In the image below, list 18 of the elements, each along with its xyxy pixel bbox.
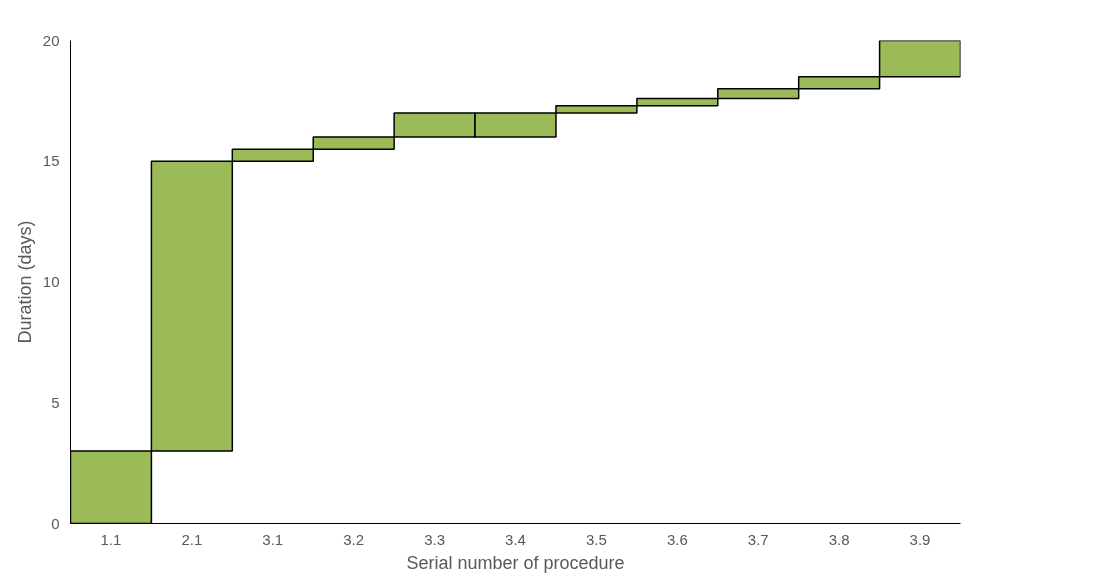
y-tick-label: 10 [42,273,60,290]
y-axis-title: Duration (days) [14,220,35,344]
x-axis-title: Serial number of procedure [406,552,625,573]
x-tick-label: 3.7 [747,530,769,548]
x-tick-label: 3.1 [262,530,284,548]
x-tick-label: 1.1 [100,530,122,548]
x-tick-label: 3.8 [828,530,850,548]
x-tick-label: 3.2 [343,530,365,548]
y-tick-label: 5 [51,393,60,411]
y-tick-label: 20 [42,31,60,49]
x-tick-label: 3.5 [585,530,607,548]
y-tick-label: 15 [42,152,60,170]
x-tick-label: 3.3 [424,530,446,548]
x-tick-label: 2.1 [181,530,203,548]
y-tick-label: 0 [51,514,60,532]
x-tick-label: 3.4 [505,530,526,548]
x-tick-label: 3.9 [909,530,931,548]
x-tick-label: 3.6 [666,530,688,548]
